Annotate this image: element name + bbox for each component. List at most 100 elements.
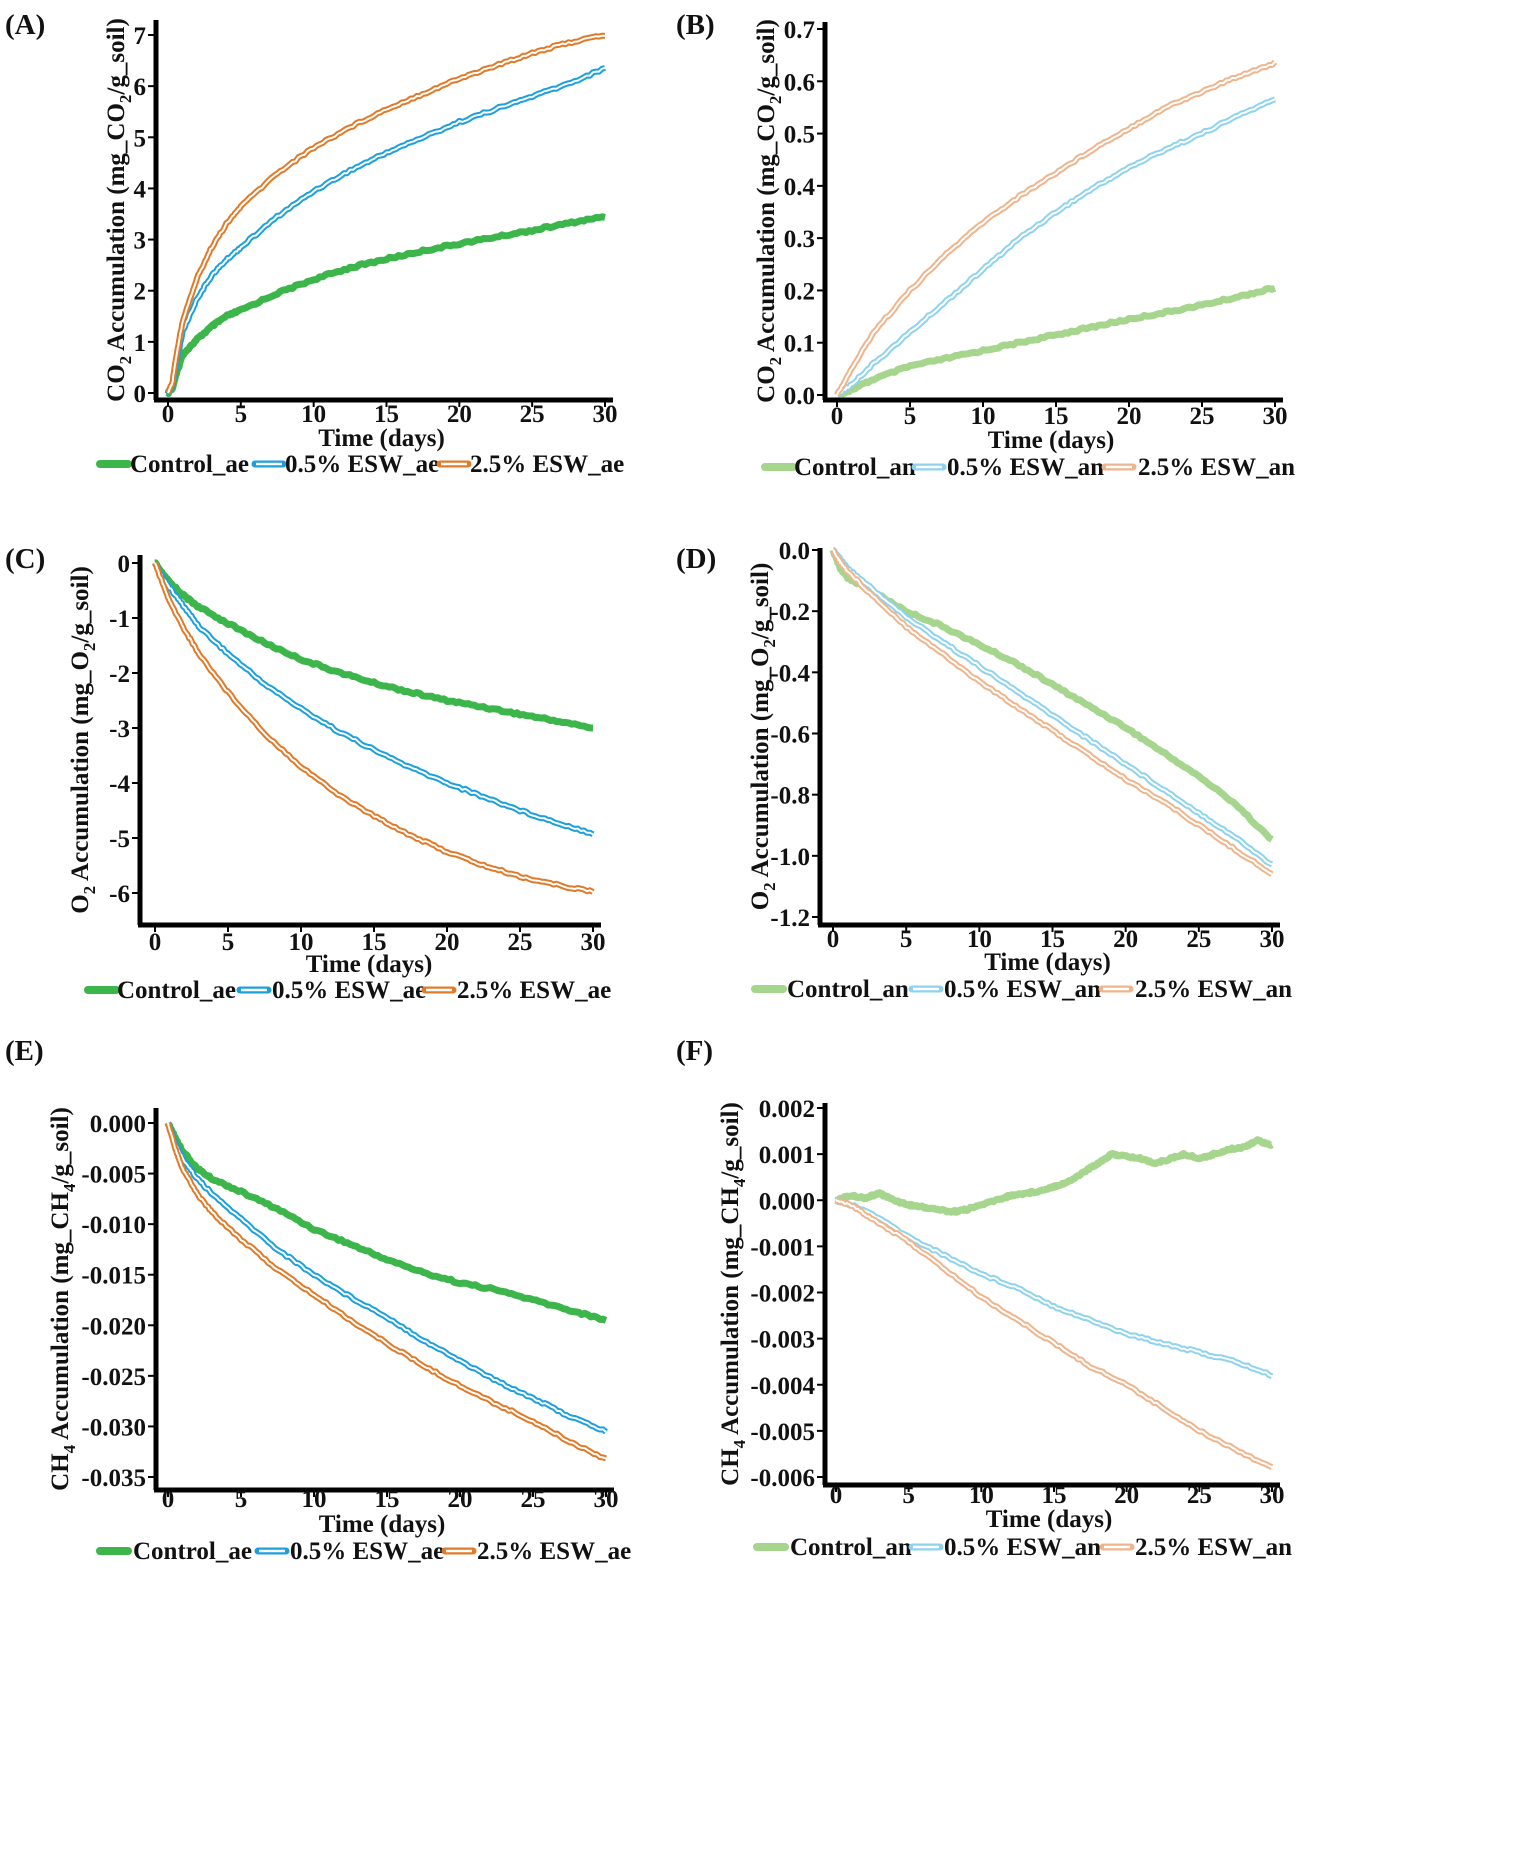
y-axis-title-subscript: 2	[766, 96, 785, 105]
x-tick-label: 30	[594, 1486, 619, 1513]
x-axis-title: Time (days)	[319, 1511, 446, 1538]
chart-panel-e: (E) 0.000 -0.005 -0.010 -0.015 -0.020 -0.025 -0…	[5, 1035, 631, 1565]
y-tick-label: -0.002	[750, 1281, 815, 1308]
y-axis-title-text: /g_soil)	[717, 1102, 744, 1179]
series-line-inner-2-5-esw_ae	[167, 1122, 607, 1460]
y-tick-label: 0.000	[759, 1188, 815, 1215]
legend-label: Control_an	[794, 454, 916, 481]
x-tick-label: 20	[1113, 926, 1138, 953]
x-tick-label: 5	[235, 1486, 248, 1513]
x-tick-label: 30	[1260, 1482, 1285, 1509]
x-tick-label: 5	[900, 926, 913, 953]
y-tick-label: 6	[134, 74, 147, 101]
y-tick-label: 0.4	[784, 174, 816, 201]
series-line-2-5-esw_an	[834, 59, 1278, 397]
series-line-control_an	[833, 1136, 1275, 1216]
y-axis-title-subscript: 2	[116, 356, 135, 365]
y-tick-label: -0.030	[81, 1414, 146, 1441]
x-tick-label: 0	[827, 926, 840, 953]
y-axis-title-text: /g_soil)	[753, 19, 780, 96]
series-line-0-5-esw_ae	[152, 562, 595, 838]
y-tick-label: -6	[109, 881, 130, 908]
y-tick-label: -0.8	[770, 783, 810, 810]
y-axis-title-text: /g_soil)	[747, 563, 774, 640]
y-tick-label: 0.002	[759, 1096, 815, 1123]
y-tick-label: -0.005	[750, 1419, 815, 1446]
series-line-inner-0-5-esw_an	[836, 98, 1276, 396]
legend-label: 2.5% ESW_an	[1138, 454, 1295, 481]
y-tick-label: 0.7	[784, 17, 815, 44]
y-axis-title: O2 Accumulation (mg_O2/g_soil)	[747, 563, 779, 911]
series-line-control_ae	[152, 559, 594, 732]
chart-panel-f: (F) 0.002 0.001 0.000 -0.001 -0.002 -0.003 -0.0…	[676, 1035, 1292, 1561]
legend-label: Control_ae	[117, 977, 236, 1004]
y-axis-title: CO2 Accumulation (mg_CO2/g_soil)	[753, 19, 785, 403]
x-tick-label: 25	[508, 929, 533, 956]
y-axis-title-text: Accumulation (mg_CO	[753, 104, 780, 357]
y-axis-title: CH4 Accumulation (mg_CH4/g_soil)	[47, 1107, 79, 1491]
panel-label: (C)	[5, 543, 45, 575]
y-axis-title-text: O	[747, 891, 774, 910]
y-tick-label: -0.035	[81, 1465, 146, 1492]
x-tick-label: 15	[1042, 1482, 1067, 1509]
panel-label: (B)	[676, 9, 715, 41]
y-axis-title-subscript: 4	[60, 1444, 79, 1453]
series-line-inner-0-5-esw_an	[832, 549, 1273, 866]
y-axis-title-text: /g_soil)	[103, 18, 130, 95]
x-tick-label: 15	[1044, 403, 1069, 430]
x-axis-title: Time (days)	[318, 425, 445, 452]
x-tick-label: 20	[1117, 403, 1142, 430]
y-tick-label: 0.1	[784, 331, 815, 358]
x-axis-title: Time (days)	[988, 427, 1115, 454]
x-axis-title: Time (days)	[984, 949, 1111, 976]
x-tick-label: 0	[162, 401, 175, 428]
series-line-control_an	[834, 284, 1277, 398]
series-line-inner-0-5-esw_ae	[167, 1122, 607, 1433]
y-tick-label: 0.2	[784, 278, 815, 305]
chart-panel-d: (D) 0.0 -0.2 -0.4 -0.6 -0.8 -1.0 -1.2 0 5 10 15 20 25…	[676, 538, 1292, 1003]
series-line-0-5-esw_ae	[165, 1121, 608, 1435]
y-axis-title-text: Accumulation (mg_O	[747, 648, 774, 883]
y-axis-title-text: CH	[717, 1448, 744, 1486]
x-tick-label: 5	[235, 401, 248, 428]
y-tick-label: 0.6	[784, 69, 815, 96]
x-tick-label: 25	[1186, 926, 1211, 953]
legend-label: 0.5% ESW_an	[947, 454, 1104, 481]
panel-label: (E)	[5, 1035, 44, 1067]
y-tick-label: -0.010	[81, 1212, 146, 1239]
y-tick-label: -0.015	[81, 1263, 146, 1290]
legend-label: Control_ae	[130, 451, 249, 478]
y-tick-label: -0.025	[81, 1364, 146, 1391]
y-tick-label: -0.004	[750, 1373, 815, 1400]
x-tick-label: 10	[302, 1486, 327, 1513]
legend-label: 2.5% ESW_ae	[477, 1538, 631, 1565]
legend-label: 0.5% ESW_an	[944, 976, 1101, 1003]
y-tick-label: 0	[134, 381, 147, 408]
y-axis-title-text: CO	[103, 364, 130, 402]
y-axis-title-text: CH	[47, 1453, 74, 1491]
y-tick-label: -1.2	[770, 905, 810, 932]
x-tick-label: 0	[831, 403, 844, 430]
y-tick-label: -1.0	[770, 844, 810, 871]
legend-label: 0.5% ESW_ae	[285, 451, 439, 478]
x-tick-label: 30	[581, 929, 606, 956]
y-axis-title-subscript: 2	[80, 643, 99, 652]
x-tick-label: 10	[969, 1482, 994, 1509]
x-tick-label: 25	[1190, 403, 1215, 430]
x-tick-label: 0	[162, 1486, 175, 1513]
y-tick-label: -3	[109, 716, 130, 743]
x-tick-label: 0	[830, 1482, 843, 1509]
legend-label: 0.5% ESW_an	[944, 1534, 1101, 1561]
y-axis-title-text: Accumulation (mg_CH	[717, 1187, 744, 1440]
y-axis-title: O2 Accumulation (mg_O2/g_soil)	[67, 566, 99, 914]
series-line-control_ae	[164, 213, 606, 397]
x-tick-label: 5	[904, 403, 917, 430]
y-tick-label: -0.6	[770, 722, 810, 749]
legend-label: Control_an	[790, 1534, 912, 1561]
y-axis-title-subscript: 2	[116, 95, 135, 104]
y-axis-title-text: Accumulation (mg_CH	[47, 1192, 74, 1445]
panel-label: (A)	[5, 9, 45, 41]
series-line-inner-2-5-esw_ae	[154, 562, 594, 893]
